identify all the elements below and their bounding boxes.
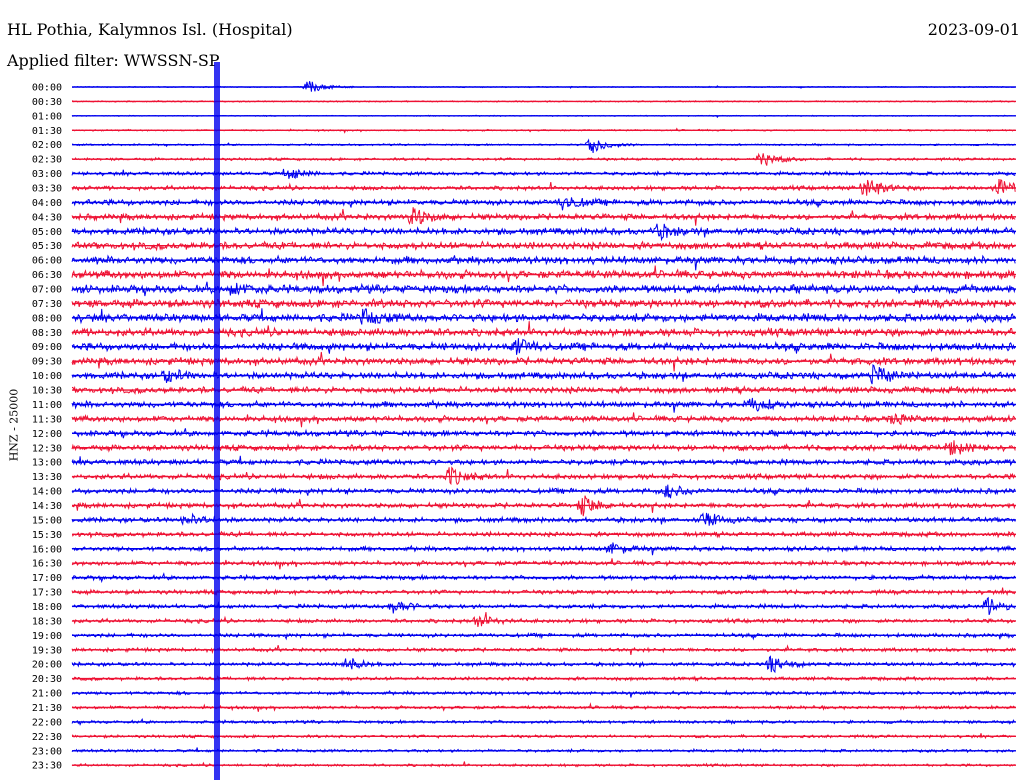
row-time-label: 16:00 [32,544,62,555]
row-time-label: 04:30 [32,212,62,223]
trace-row [71,397,1016,413]
row-time-label: 19:00 [32,631,62,642]
row-time-label: 21:00 [32,689,62,700]
trace-row [71,412,1016,428]
trace-row [71,733,1016,740]
row-time-label: 15:30 [32,530,62,541]
row-time-label: 07:00 [32,285,62,296]
record-date: 2023-09-01 [927,20,1020,39]
row-time-label: 03:00 [32,169,62,180]
row-time-label: 17:00 [32,573,62,584]
row-time-label: 08:00 [32,313,62,324]
row-time-label: 13:30 [32,472,62,483]
station-title: HL Pothia, Kalymnos Isl. (Hospital) [7,20,293,39]
row-time-label: 20:00 [32,660,62,671]
row-time-label: 14:30 [32,501,62,512]
trace-row [71,631,1016,641]
row-time-label: 21:30 [32,703,62,714]
row-time-label: 02:00 [32,140,62,151]
row-time-label: 20:30 [32,674,62,685]
row-time-label: 18:30 [32,616,62,627]
row-time-label: 12:00 [32,429,62,440]
row-time-label: 13:00 [32,458,62,469]
row-time-label: 12:30 [32,443,62,454]
row-time-label: 01:00 [32,111,62,122]
trace-row [71,747,1016,754]
row-time-label: 01:30 [32,126,62,137]
trace-row [71,338,1016,355]
row-time-label: 05:00 [32,227,62,238]
trace-row [71,265,1016,287]
row-time-label: 06:00 [32,256,62,267]
row-time-label: 07:30 [32,299,62,310]
row-time-label: 10:00 [32,371,62,382]
filter-label: Applied filter: WWSSN-SP [7,51,220,70]
trace-row [71,138,1016,154]
trace-row [71,455,1016,467]
trace-row [71,761,1016,768]
trace-row [71,689,1016,698]
row-time-label: 08:30 [32,328,62,339]
trace-row [71,197,1016,211]
row-time-label: 19:30 [32,645,62,656]
trace-row [71,466,1016,486]
row-time-label: 15:00 [32,515,62,526]
trace-row [71,321,1016,339]
row-time-label: 23:30 [32,761,62,772]
trace-row [71,254,1016,271]
row-time-label: 06:30 [32,270,62,281]
trace-row [71,587,1016,597]
row-time-label: 02:30 [32,155,62,166]
row-time-label: 18:00 [32,602,62,613]
row-time-label: 23:00 [32,746,62,757]
trace-row [71,207,1016,226]
row-time-label: 00:00 [32,83,62,94]
row-time-label: 11:00 [32,400,62,411]
row-time-label: 03:30 [32,184,62,195]
row-time-label: 16:30 [32,559,62,570]
trace-row [71,612,1016,628]
row-time-label: 05:30 [32,241,62,252]
row-time-label: 04:00 [32,198,62,209]
row-time-label: 09:30 [32,357,62,368]
row-time-label: 22:30 [32,732,62,743]
row-time-label: 17:30 [32,588,62,599]
row-time-label: 11:30 [32,414,62,425]
trace-row [71,308,1016,325]
row-time-label: 09:00 [32,342,62,353]
row-time-label: 00:30 [32,97,62,108]
row-time-label: 14:00 [32,487,62,498]
row-time-label: 10:30 [32,386,62,397]
row-time-label: 22:00 [32,717,62,728]
trace-row [71,364,1016,385]
